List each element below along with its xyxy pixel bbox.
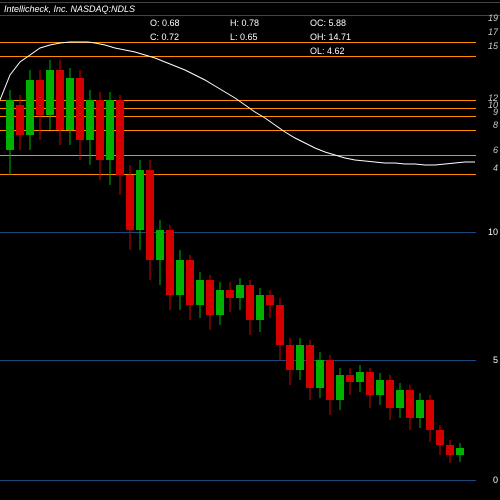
candlestick-chart: Intellicheck, Inc. NASDAQ:NDLS O: 0.68 C… [0, 0, 500, 500]
candle-body [36, 80, 44, 115]
candle-body [316, 360, 324, 388]
candle-body [416, 400, 424, 418]
y-axis-secondary-label: 10 [488, 227, 498, 237]
candle-body [286, 345, 294, 370]
candle-body [396, 390, 404, 408]
candle-body [306, 345, 314, 388]
candle-body [86, 100, 94, 140]
candle-body [76, 78, 84, 140]
candle-body [266, 295, 274, 305]
candle-body [436, 430, 444, 445]
candle-body [256, 295, 264, 320]
y-axis-label: 8 [493, 120, 498, 130]
y-axis-label: 19 [488, 13, 498, 23]
y-axis-secondary-label: 5 [493, 355, 498, 365]
candle-body [456, 448, 464, 455]
candle-body [326, 360, 334, 400]
y-axis-label: 9 [493, 107, 498, 117]
y-axis-label: 4 [493, 163, 498, 173]
candle-body [26, 80, 34, 135]
y-axis-label: 6 [493, 145, 498, 155]
candle-body [6, 100, 14, 150]
y-axis-secondary-label: 0 [493, 475, 498, 485]
candle-body [356, 372, 364, 382]
candle-body [196, 280, 204, 305]
candle-body [106, 100, 114, 160]
candle-body [236, 285, 244, 298]
candle-body [126, 175, 134, 230]
candle-body [246, 285, 254, 320]
candle-body [166, 230, 174, 295]
candle-body [16, 105, 24, 135]
candle-body [226, 290, 234, 298]
candle-body [446, 445, 454, 455]
candle-body [296, 345, 304, 370]
candle-body [336, 375, 344, 400]
candle-body [406, 390, 414, 418]
y-axis-label: 17 [488, 27, 498, 37]
candle-body [176, 260, 184, 295]
candle-body [46, 70, 54, 115]
candle-body [186, 260, 194, 305]
candle-body [366, 372, 374, 395]
candle-body [136, 170, 144, 230]
candle-body [156, 230, 164, 260]
candle-body [66, 78, 74, 130]
candle-body [56, 70, 64, 130]
candle-body [206, 280, 214, 315]
candle-body [146, 170, 154, 260]
candle-body [346, 375, 354, 382]
candle-body [116, 100, 124, 175]
candle-body [96, 100, 104, 160]
candle-body [276, 305, 284, 345]
y-axis-label: 15 [488, 41, 498, 51]
candle-body [386, 380, 394, 408]
candle-body [216, 290, 224, 315]
chart-canvas [0, 0, 476, 500]
candle-body [426, 400, 434, 430]
candle-body [376, 380, 384, 395]
